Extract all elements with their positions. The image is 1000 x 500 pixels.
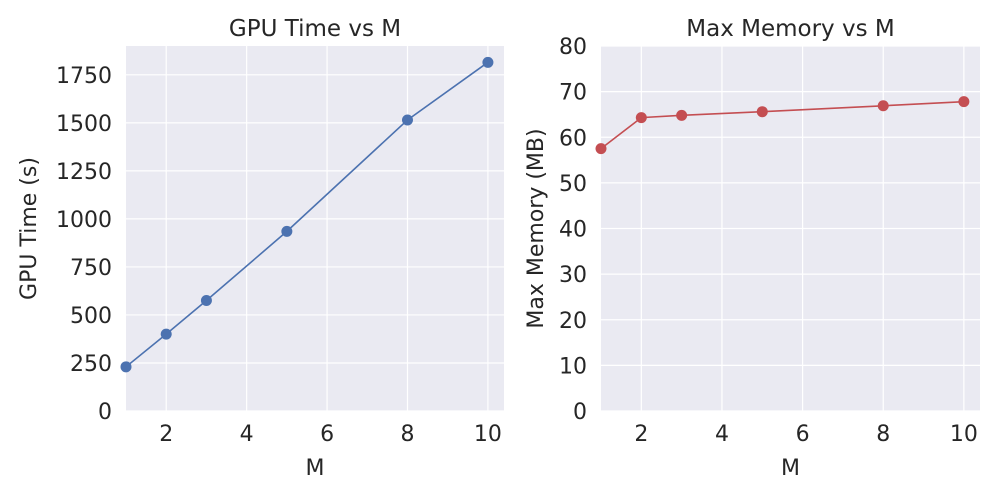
tick-labels: 2 4 6 8 10 0 250 500 750 1000 1250 1500 1750 [56, 64, 502, 447]
y-tick-label: 0 [573, 400, 587, 425]
data-point [120, 361, 132, 373]
data-point [200, 295, 212, 307]
data-point [676, 109, 688, 121]
y-tick-label: 500 [70, 304, 112, 329]
y-tick-label: 250 [70, 352, 112, 377]
grid-lines [126, 46, 504, 412]
tick-labels: 2 4 6 8 10 0 10 20 30 40 50 60 70 80 [559, 35, 978, 447]
x-axis-label: M [781, 456, 800, 481]
grid-lines [601, 45, 980, 412]
data-point [281, 225, 293, 237]
plot-area [126, 46, 504, 411]
x-tick-label: 4 [715, 422, 729, 447]
data-point [401, 114, 413, 126]
chart-title: GPU Time vs M [229, 16, 401, 42]
data-point [756, 106, 768, 118]
data-point [877, 100, 889, 112]
x-tick-label: 6 [320, 422, 334, 447]
x-tick-label: 10 [950, 422, 978, 447]
y-tick-label: 1750 [56, 64, 112, 89]
x-tick-label: 6 [796, 422, 810, 447]
data-point [482, 56, 494, 68]
y-tick-label: 20 [559, 309, 587, 334]
y-tick-label: 30 [559, 263, 587, 288]
y-tick-label: 750 [70, 256, 112, 281]
y-tick-label: 1250 [56, 160, 112, 185]
chart-gpu-time: 2 4 6 8 10 0 250 500 750 1000 1250 1500 1750 GPU Tim… [17, 16, 504, 481]
y-tick-label: 10 [559, 354, 587, 379]
y-axis-label: Max Memory (MB) [524, 128, 549, 328]
y-axis-label: GPU Time (s) [17, 157, 42, 300]
data-point [958, 96, 970, 108]
series-line [600, 100, 964, 150]
data-marks [595, 96, 970, 155]
x-tick-label: 4 [240, 422, 254, 447]
y-tick-label: 1000 [56, 208, 112, 233]
y-tick-label: 0 [98, 400, 112, 425]
data-point [595, 143, 607, 155]
data-point [635, 112, 647, 124]
x-axis-label: M [306, 456, 325, 481]
x-tick-label: 8 [400, 422, 414, 447]
y-tick-label: 80 [559, 35, 587, 60]
y-tick-label: 40 [559, 218, 587, 243]
data-point [160, 328, 172, 340]
x-tick-label: 2 [159, 422, 173, 447]
chart-title: Max Memory vs M [686, 16, 894, 42]
y-tick-label: 70 [559, 81, 587, 106]
x-tick-label: 10 [474, 422, 502, 447]
series-line [125, 61, 489, 368]
y-tick-label: 60 [559, 126, 587, 151]
data-marks [120, 56, 494, 373]
x-tick-label: 2 [634, 422, 648, 447]
x-tick-label: 8 [876, 422, 890, 447]
y-tick-label: 50 [559, 172, 587, 197]
y-tick-label: 1500 [56, 112, 112, 137]
